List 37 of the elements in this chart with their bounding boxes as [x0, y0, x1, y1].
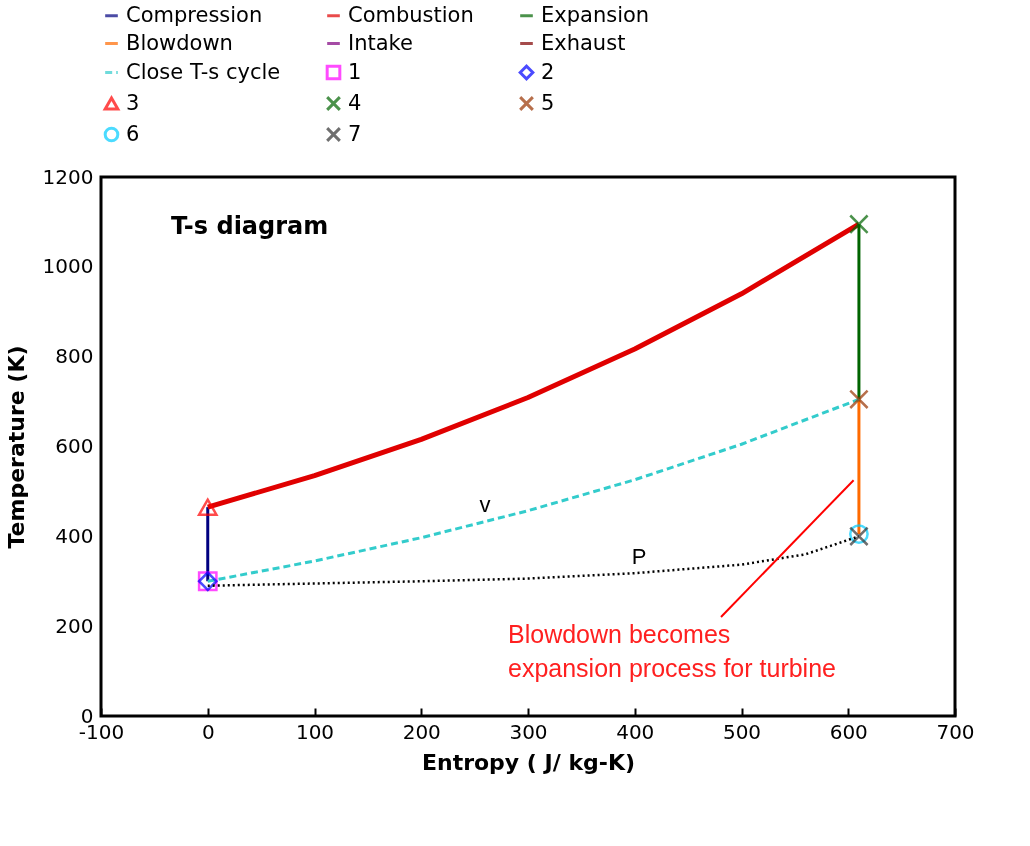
x-tick-label: 0 — [201, 719, 215, 744]
y-tick-label: 1200 — [42, 164, 94, 189]
legend-label: 1 — [348, 59, 362, 84]
legend-label: Intake — [348, 30, 413, 55]
y-tick-label: 1000 — [42, 254, 94, 279]
legend-label: Compression — [126, 2, 263, 27]
y-tick-label: 600 — [55, 434, 94, 458]
y-axis-title: Temperature (K) — [3, 345, 29, 549]
annotation: P — [631, 544, 647, 569]
legend-label: 5 — [541, 90, 555, 115]
y-tick-label: 800 — [55, 344, 94, 369]
legend-label: Expansion — [541, 2, 650, 27]
point — [197, 498, 218, 516]
legend-label: Close T-s cycle — [126, 59, 281, 84]
annotation: v — [479, 492, 491, 517]
text: T-s diagram — [171, 212, 329, 240]
x-tick-label: 200 — [402, 719, 441, 744]
x-tick-label: 600 — [829, 719, 868, 744]
legend-label: 4 — [348, 90, 362, 115]
annotation: Blowdown becomes expansion process for turbine — [508, 620, 836, 682]
legend-label: 3 — [126, 90, 140, 115]
x-tick-label: 400 — [616, 719, 655, 744]
x-tick-label: 300 — [509, 719, 548, 744]
legend-label: Combustion — [348, 2, 474, 27]
legend-label: 7 — [348, 121, 362, 146]
x-tick-label: 700 — [936, 719, 975, 744]
y-tick-label: 400 — [55, 523, 94, 548]
legend-label: 6 — [126, 121, 140, 146]
legend-label: Exhaust — [541, 30, 626, 55]
y-tick-label: 200 — [55, 613, 94, 638]
point — [849, 389, 869, 410]
x-tick-label: 500 — [722, 719, 762, 744]
x-axis-title: Entropy ( J/ kg-K) — [421, 749, 636, 775]
x-tick-label: 100 — [295, 719, 335, 744]
point — [849, 214, 869, 235]
legend-label: Blowdown — [126, 30, 233, 55]
legend-label: 2 — [541, 59, 555, 84]
